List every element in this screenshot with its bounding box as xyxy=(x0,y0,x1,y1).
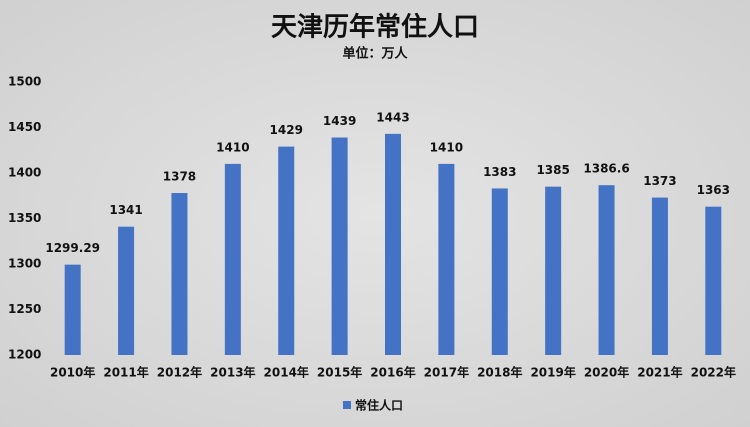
x-tick-label: 2018年 xyxy=(477,365,522,380)
y-tick-label: 1500 xyxy=(8,75,41,89)
bar xyxy=(118,226,135,355)
data-label: 1373 xyxy=(643,174,676,188)
bar xyxy=(438,163,455,355)
x-tick-label: 2017年 xyxy=(424,365,469,380)
bar xyxy=(331,137,348,355)
data-label: 1385 xyxy=(536,163,569,177)
bar xyxy=(278,146,295,355)
bar xyxy=(171,193,188,355)
bar xyxy=(651,197,668,355)
y-tick-label: 1250 xyxy=(8,302,41,316)
x-tick-label: 2013年 xyxy=(210,365,255,380)
data-label: 1383 xyxy=(483,165,516,179)
bar xyxy=(705,206,722,355)
data-label: 1410 xyxy=(430,140,463,154)
chart-subtitle: 单位：万人 xyxy=(342,46,408,62)
data-label: 1410 xyxy=(216,140,249,154)
y-tick-label: 1200 xyxy=(8,348,41,362)
x-tick-label: 2012年 xyxy=(157,365,202,380)
data-label: 1378 xyxy=(163,170,196,184)
data-label: 1439 xyxy=(323,114,356,128)
chart-title: 天津历年常住人口 xyxy=(271,12,479,43)
x-tick-label: 2010年 xyxy=(50,365,95,380)
y-tick-label: 1300 xyxy=(8,257,41,271)
bar xyxy=(224,163,241,355)
x-tick-label: 2016年 xyxy=(370,365,415,380)
x-tick-label: 2022年 xyxy=(691,365,736,380)
bar xyxy=(491,188,508,355)
legend-swatch xyxy=(343,401,351,409)
x-tick-label: 2011年 xyxy=(103,365,148,380)
bar xyxy=(64,264,81,355)
y-tick-label: 1350 xyxy=(8,211,41,225)
x-tick-label: 2019年 xyxy=(530,365,575,380)
bar xyxy=(545,186,562,355)
y-tick-label: 1450 xyxy=(8,120,41,134)
bar xyxy=(598,185,615,355)
x-tick-label: 2014年 xyxy=(264,365,309,380)
bar xyxy=(385,133,401,355)
data-label: 1386.6 xyxy=(583,162,629,176)
data-label: 1299.29 xyxy=(45,241,100,255)
x-tick-label: 2015年 xyxy=(317,365,362,380)
data-label: 1443 xyxy=(376,110,409,124)
data-label: 1429 xyxy=(270,123,303,137)
x-tick-label: 2020年 xyxy=(584,365,629,380)
y-tick-label: 1400 xyxy=(8,166,41,180)
data-label: 1363 xyxy=(697,183,730,197)
x-tick-label: 2021年 xyxy=(637,365,682,380)
legend-label: 常住人口 xyxy=(355,398,403,413)
data-label: 1341 xyxy=(109,203,142,217)
